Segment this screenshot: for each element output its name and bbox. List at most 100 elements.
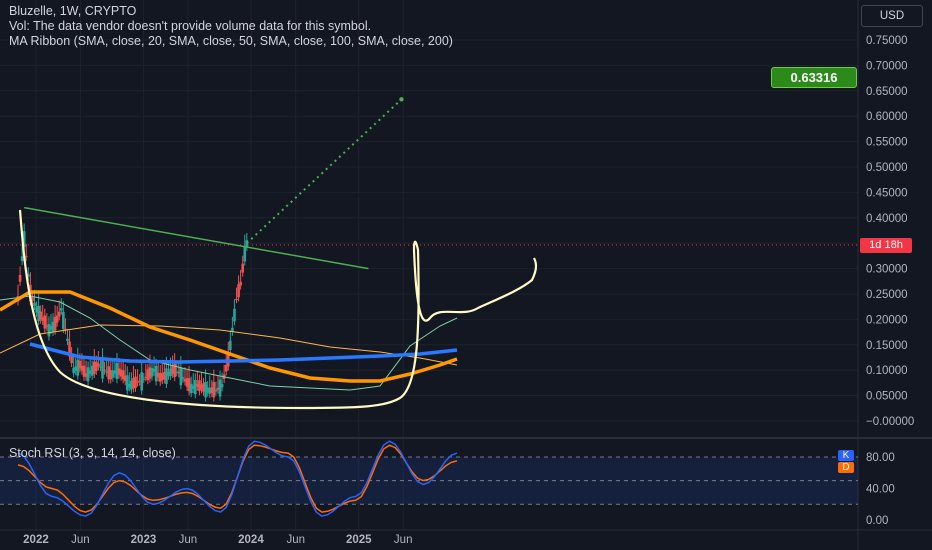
candle-body xyxy=(62,311,65,329)
candle-body xyxy=(198,380,201,392)
candle-body xyxy=(105,371,108,373)
candle-body xyxy=(185,378,189,387)
candle-body xyxy=(119,369,123,377)
ma-20-line xyxy=(0,295,458,391)
stoch-k-badge: K xyxy=(838,450,854,461)
chart-legend: Bluzelle, 1W, CRYPTO Vol: The data vendo… xyxy=(9,4,453,49)
time-tick-label: Jun xyxy=(179,534,198,546)
candle-body xyxy=(101,360,104,379)
price-tick-label: 0.70000 xyxy=(866,60,908,72)
price-tick-label: 0.20000 xyxy=(866,314,908,326)
stoch-tick-label: 80.00 xyxy=(866,452,895,464)
candle-body xyxy=(134,376,137,388)
candle-body xyxy=(92,361,96,374)
candle-body xyxy=(88,370,92,374)
candle-body xyxy=(59,308,63,311)
price-tick-label: 0.40000 xyxy=(866,213,908,225)
candle-body xyxy=(103,369,106,371)
candle-body xyxy=(18,274,22,282)
candle-body xyxy=(206,387,209,393)
candle-body xyxy=(218,379,222,397)
candle-body xyxy=(121,370,125,380)
time-tick-label: 2023 xyxy=(131,534,157,546)
candle-body xyxy=(24,256,28,258)
candle-body xyxy=(156,372,160,378)
candle-body xyxy=(27,274,30,277)
candle-body xyxy=(49,326,53,331)
time-tick-label: 2025 xyxy=(346,534,372,546)
candle-body xyxy=(90,365,94,376)
candle-body xyxy=(132,377,135,389)
candle-body xyxy=(241,263,245,273)
candle-body xyxy=(95,361,98,371)
candles xyxy=(16,223,249,402)
candle-body xyxy=(220,383,224,388)
stoch-k-line xyxy=(17,440,458,517)
candle-body xyxy=(177,371,181,374)
candle-body xyxy=(161,373,164,380)
symbol-title[interactable]: Bluzelle, 1W, CRYPTO xyxy=(9,4,137,18)
time-tick-label: Jun xyxy=(286,534,305,546)
candle-body xyxy=(22,231,26,247)
price-tick-label: −0.00000 xyxy=(866,416,914,428)
candle-body xyxy=(169,368,172,377)
candle-body xyxy=(140,372,143,391)
candle-body xyxy=(171,365,174,374)
candle-body xyxy=(80,365,84,371)
currency-button[interactable]: USD xyxy=(861,5,923,27)
candle-body xyxy=(165,368,168,384)
candle-body xyxy=(142,378,146,380)
target-projection-line xyxy=(246,98,403,244)
candle-body xyxy=(35,306,38,313)
candle-body xyxy=(76,359,80,376)
time-tick-label: Jun xyxy=(394,534,413,546)
candle-body xyxy=(187,378,191,392)
candle-body xyxy=(37,305,40,322)
candle-body xyxy=(107,366,111,380)
candle-body xyxy=(152,368,156,372)
candle-body xyxy=(158,372,162,382)
bar-countdown-label: 1d 18h xyxy=(860,238,912,253)
stoch-rsi-label[interactable]: Stoch RSI (3, 3, 14, 14, close) xyxy=(9,446,176,460)
candle-body xyxy=(208,387,212,394)
price-tick-label: 0.05000 xyxy=(866,391,908,403)
candle-body xyxy=(245,240,249,247)
candle-body xyxy=(111,370,115,378)
candle-body xyxy=(200,384,203,390)
target-price-label[interactable]: 0.63316 xyxy=(771,67,857,88)
candle-body xyxy=(231,327,234,332)
volume-note: Vol: The data vendor doesn't provide vol… xyxy=(9,19,372,33)
ma-ribbon-label[interactable]: MA Ribbon (SMA, close, 20, SMA, close, 5… xyxy=(9,34,453,48)
candle-body xyxy=(138,380,141,382)
cup-handle-drawing xyxy=(18,209,538,410)
candle-body xyxy=(175,371,179,373)
candle-body xyxy=(72,367,75,374)
candle-body xyxy=(210,387,214,394)
stoch-tick-label: 40.00 xyxy=(866,484,895,496)
candle-body xyxy=(130,380,133,390)
candle-body xyxy=(41,317,45,321)
candle-body xyxy=(214,389,218,392)
resistance-trendline xyxy=(24,206,369,270)
candle-body xyxy=(193,379,197,395)
price-tick-label: 0.25000 xyxy=(866,289,908,301)
candle-body xyxy=(115,363,119,380)
candle-body xyxy=(47,324,51,337)
time-tick-label: 2022 xyxy=(23,534,49,546)
price-tick-label: 0.45000 xyxy=(866,187,908,199)
candle-body xyxy=(109,370,113,380)
candle-body xyxy=(43,315,47,329)
price-tick-label: 0.75000 xyxy=(866,35,908,47)
candle-body xyxy=(136,381,139,383)
candle-body xyxy=(202,383,205,392)
candle-body xyxy=(239,281,242,286)
candle-body xyxy=(173,363,176,378)
candle-body xyxy=(78,360,82,369)
candle-body xyxy=(154,365,158,382)
candle-body xyxy=(189,383,193,394)
candle-body xyxy=(82,365,86,377)
candle-body xyxy=(243,246,247,262)
